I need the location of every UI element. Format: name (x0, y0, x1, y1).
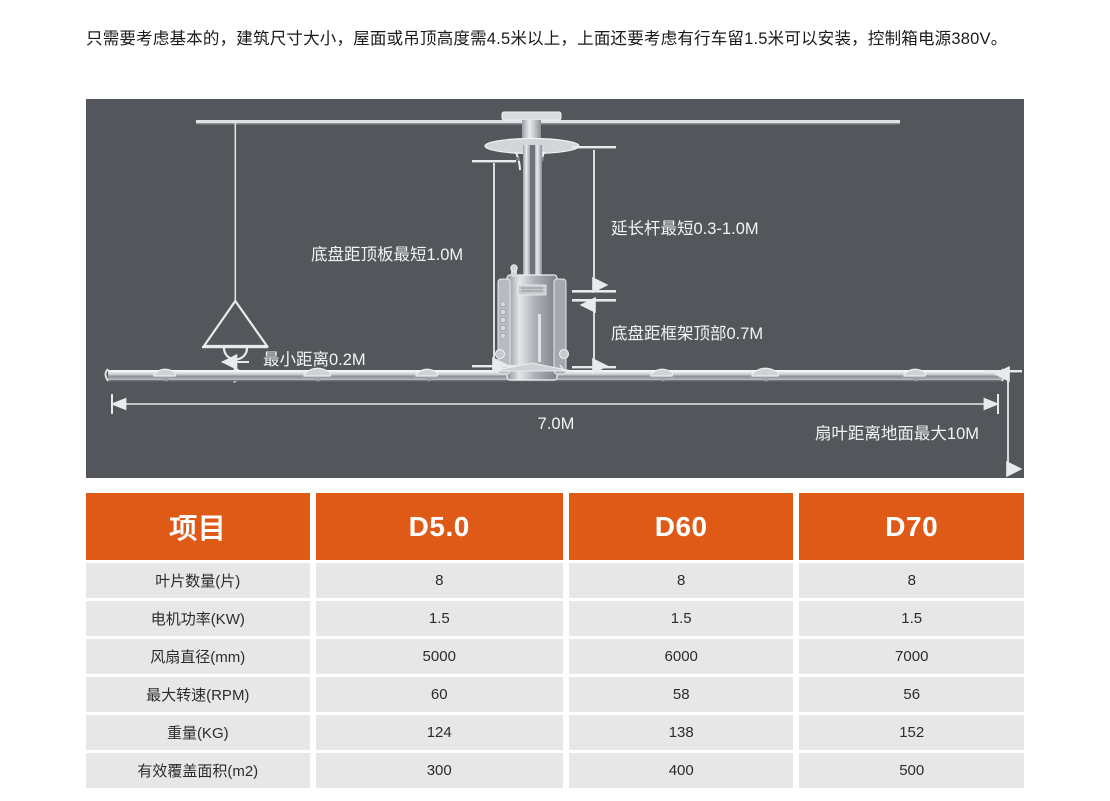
extension-rod (523, 145, 542, 283)
label-chassis-to-ceiling: 底盘距顶板最短1.0M (311, 245, 463, 264)
row-value: 8 (568, 563, 794, 598)
label-chassis-to-frame-top: 底盘距框架顶部0.7M (611, 324, 763, 343)
fan-diameter-dimension (110, 394, 1000, 414)
label-min-distance: 最小距离0.2M (263, 350, 366, 369)
row-value: 7000 (799, 639, 1024, 674)
intro-paragraph: 只需要考虑基本的，建筑尺寸大小，屋面或吊顶高度需4.5米以上，上面还要考虑有行车… (86, 30, 1008, 48)
table-header-d5: D5.0 (315, 493, 563, 560)
row-value: 58 (568, 677, 794, 712)
table-header-item: 项目 (86, 493, 310, 560)
ceiling-line (196, 120, 900, 125)
row-value: 8 (799, 563, 1024, 598)
row-value: 138 (568, 715, 794, 750)
label-fan-diameter: 7.0M (538, 415, 575, 433)
table-header-d60: D60 (568, 493, 794, 560)
row-label: 最大转速(RPM) (86, 677, 310, 712)
table-header-row: 项目 D5.0 D60 D70 (86, 493, 1024, 560)
table-row: 电机功率(KW) 1.5 1.5 1.5 (86, 601, 1024, 636)
label-extension-rod: 延长杆最短0.3-1.0M (611, 219, 759, 238)
diagram-svg: 最小距离0.2M (104, 111, 1023, 478)
label-blade-to-ground: 扇叶距离地面最大10M (815, 424, 979, 443)
table-header-d70: D70 (799, 493, 1024, 560)
row-value: 5000 (315, 639, 563, 674)
row-value: 1.5 (315, 601, 563, 636)
pendant-lamp (201, 123, 270, 361)
row-value: 1.5 (568, 601, 794, 636)
spec-table: 项目 D5.0 D60 D70 叶片数量(片) 8 8 8 电机功率(KW) 1… (86, 493, 1024, 788)
row-value: 1.5 (799, 601, 1024, 636)
motor-housing (491, 264, 573, 381)
row-label: 重量(KG) (86, 715, 310, 750)
table-row: 风扇直径(mm) 5000 6000 7000 (86, 639, 1024, 674)
blade-to-ground-dimension (984, 365, 1023, 478)
row-value: 8 (315, 563, 563, 598)
table-row: 叶片数量(片) 8 8 8 (86, 563, 1024, 598)
chassis-to-frame-dimension (572, 296, 616, 375)
row-label: 风扇直径(mm) (86, 639, 310, 674)
extension-rod-dimension (572, 146, 616, 302)
row-value: 300 (315, 753, 563, 788)
row-label: 叶片数量(片) (86, 563, 310, 598)
row-value: 500 (799, 753, 1024, 788)
row-label: 电机功率(KW) (86, 601, 310, 636)
row-value: 56 (799, 677, 1024, 712)
row-label: 有效覆盖面积(m2) (86, 753, 310, 788)
row-value: 400 (568, 753, 794, 788)
table-row: 重量(KG) 124 138 152 (86, 715, 1024, 750)
table-row: 有效覆盖面积(m2) 300 400 500 (86, 753, 1024, 788)
row-value: 60 (315, 677, 563, 712)
table-row: 最大转速(RPM) 60 58 56 (86, 677, 1024, 712)
row-value: 152 (799, 715, 1024, 750)
row-value: 124 (315, 715, 563, 750)
installation-diagram: 最小距离0.2M (86, 99, 1024, 478)
chassis-to-ceiling-dimension (472, 160, 516, 374)
row-value: 6000 (568, 639, 794, 674)
